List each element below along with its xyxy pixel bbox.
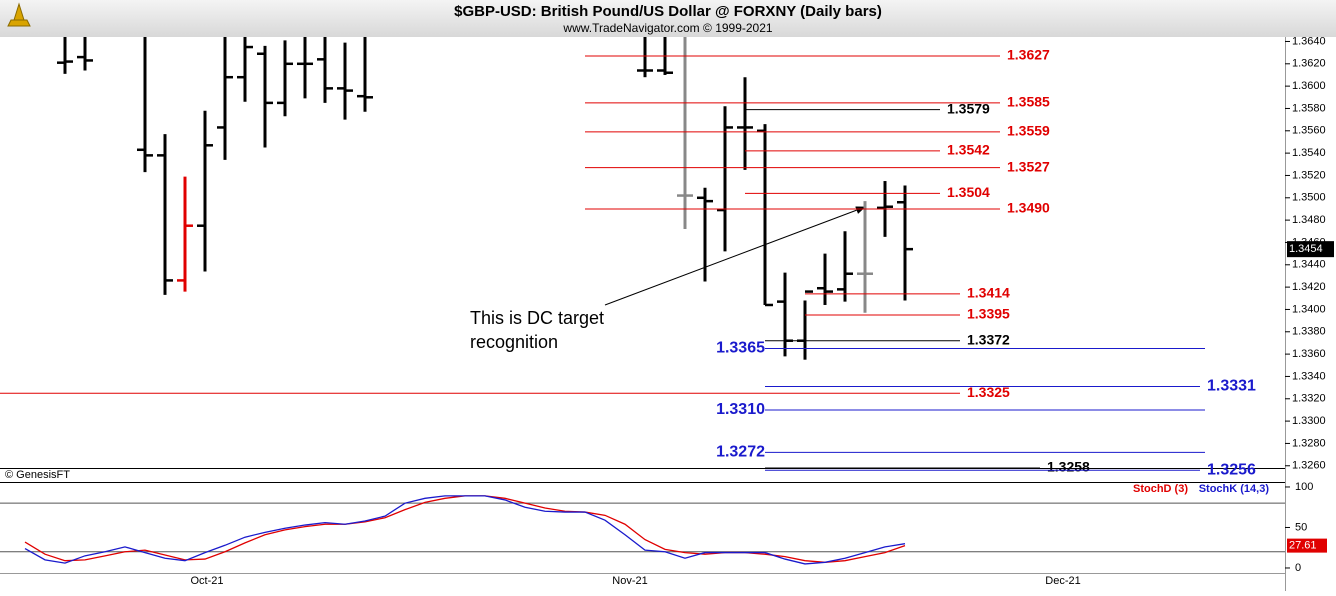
y-tick-label: 1.3320 [1292, 393, 1326, 405]
y-tick-label: 1.3400 [1292, 303, 1326, 315]
stoch-line [24, 495, 906, 563]
last-price-label: 1.3454 [1289, 243, 1323, 255]
level-label: 1.3256 [1207, 461, 1256, 478]
x-tick-label: Oct-21 [190, 575, 223, 587]
y-tick-label: 100 [1295, 481, 1313, 493]
bars [57, 37, 913, 360]
level-label: 1.3395 [967, 306, 1010, 322]
level-label: 1.3559 [1007, 123, 1050, 139]
level-label: 1.3310 [716, 401, 765, 418]
y-tick-label: 1.3620 [1292, 58, 1326, 70]
x-tick-label: Dec-21 [1045, 575, 1080, 587]
level-label: 1.3258 [1047, 459, 1090, 475]
annotation-arrow [604, 206, 866, 306]
annotation: recognition [470, 332, 558, 352]
y-tick-label: 1.3260 [1292, 460, 1326, 472]
last-value-box [1287, 538, 1327, 553]
y-tick-label: 1.3560 [1292, 125, 1326, 137]
level-label: 1.3365 [716, 340, 765, 357]
title-bar [0, 0, 1336, 37]
level-label: 1.3504 [947, 184, 990, 200]
legend-entry: StochK (14,3) [1199, 483, 1270, 495]
y-tick-label: 1.3500 [1292, 192, 1326, 204]
y-tick-label: 1.3420 [1292, 281, 1326, 293]
main-plot [0, 37, 1285, 468]
y-tick-label: 1.3480 [1292, 214, 1326, 226]
y-tick-label: 50 [1295, 521, 1307, 533]
level-label: 1.3579 [947, 100, 990, 116]
y-tick-label: 1.3600 [1292, 80, 1326, 92]
y-tick-label: 1.3440 [1292, 259, 1326, 271]
y-tick-label: 1.3580 [1292, 102, 1326, 114]
y-tick-label: 1.3380 [1292, 326, 1326, 338]
y-tick-label: 1.3300 [1292, 415, 1326, 427]
y-tick-label: 1.3520 [1292, 169, 1326, 181]
logo [7, 2, 31, 27]
level-label: 1.3542 [947, 142, 990, 158]
y-tick-label: 0 [1295, 562, 1301, 574]
credit: © GenesisFT [5, 469, 70, 481]
level-label: 1.3372 [967, 331, 1010, 347]
level-label: 1.3527 [1007, 158, 1050, 174]
x-tick-label: Nov-21 [612, 575, 647, 587]
legend-entry: StochD (3) [1133, 483, 1188, 495]
last-price-box [1287, 241, 1334, 258]
level-label: 1.3585 [1007, 94, 1050, 110]
level-label: 1.3627 [1007, 47, 1050, 63]
chart-subtitle: www.TradeNavigator.com © 1999-2021 [562, 21, 772, 35]
level-label: 1.3272 [716, 444, 765, 461]
level-label: 1.3414 [967, 285, 1010, 301]
y-tick-label: 1.3280 [1292, 437, 1326, 449]
chart-title: $GBP-USD: British Pound/US Dollar @ FORX… [454, 3, 882, 20]
annotation: This is DC target [470, 308, 604, 328]
level-label: 1.3325 [967, 384, 1010, 400]
y-tick-label: 1.3340 [1292, 370, 1326, 382]
last-value-label: 27.61 [1289, 540, 1317, 552]
level-label: 1.3331 [1207, 378, 1256, 395]
y-tick-label: 1.3360 [1292, 348, 1326, 360]
y-tick-label: 1.3540 [1292, 147, 1326, 159]
y-tick-label: 1.3640 [1292, 35, 1326, 47]
stoch-line [24, 495, 906, 565]
level-label: 1.3490 [1007, 200, 1050, 216]
